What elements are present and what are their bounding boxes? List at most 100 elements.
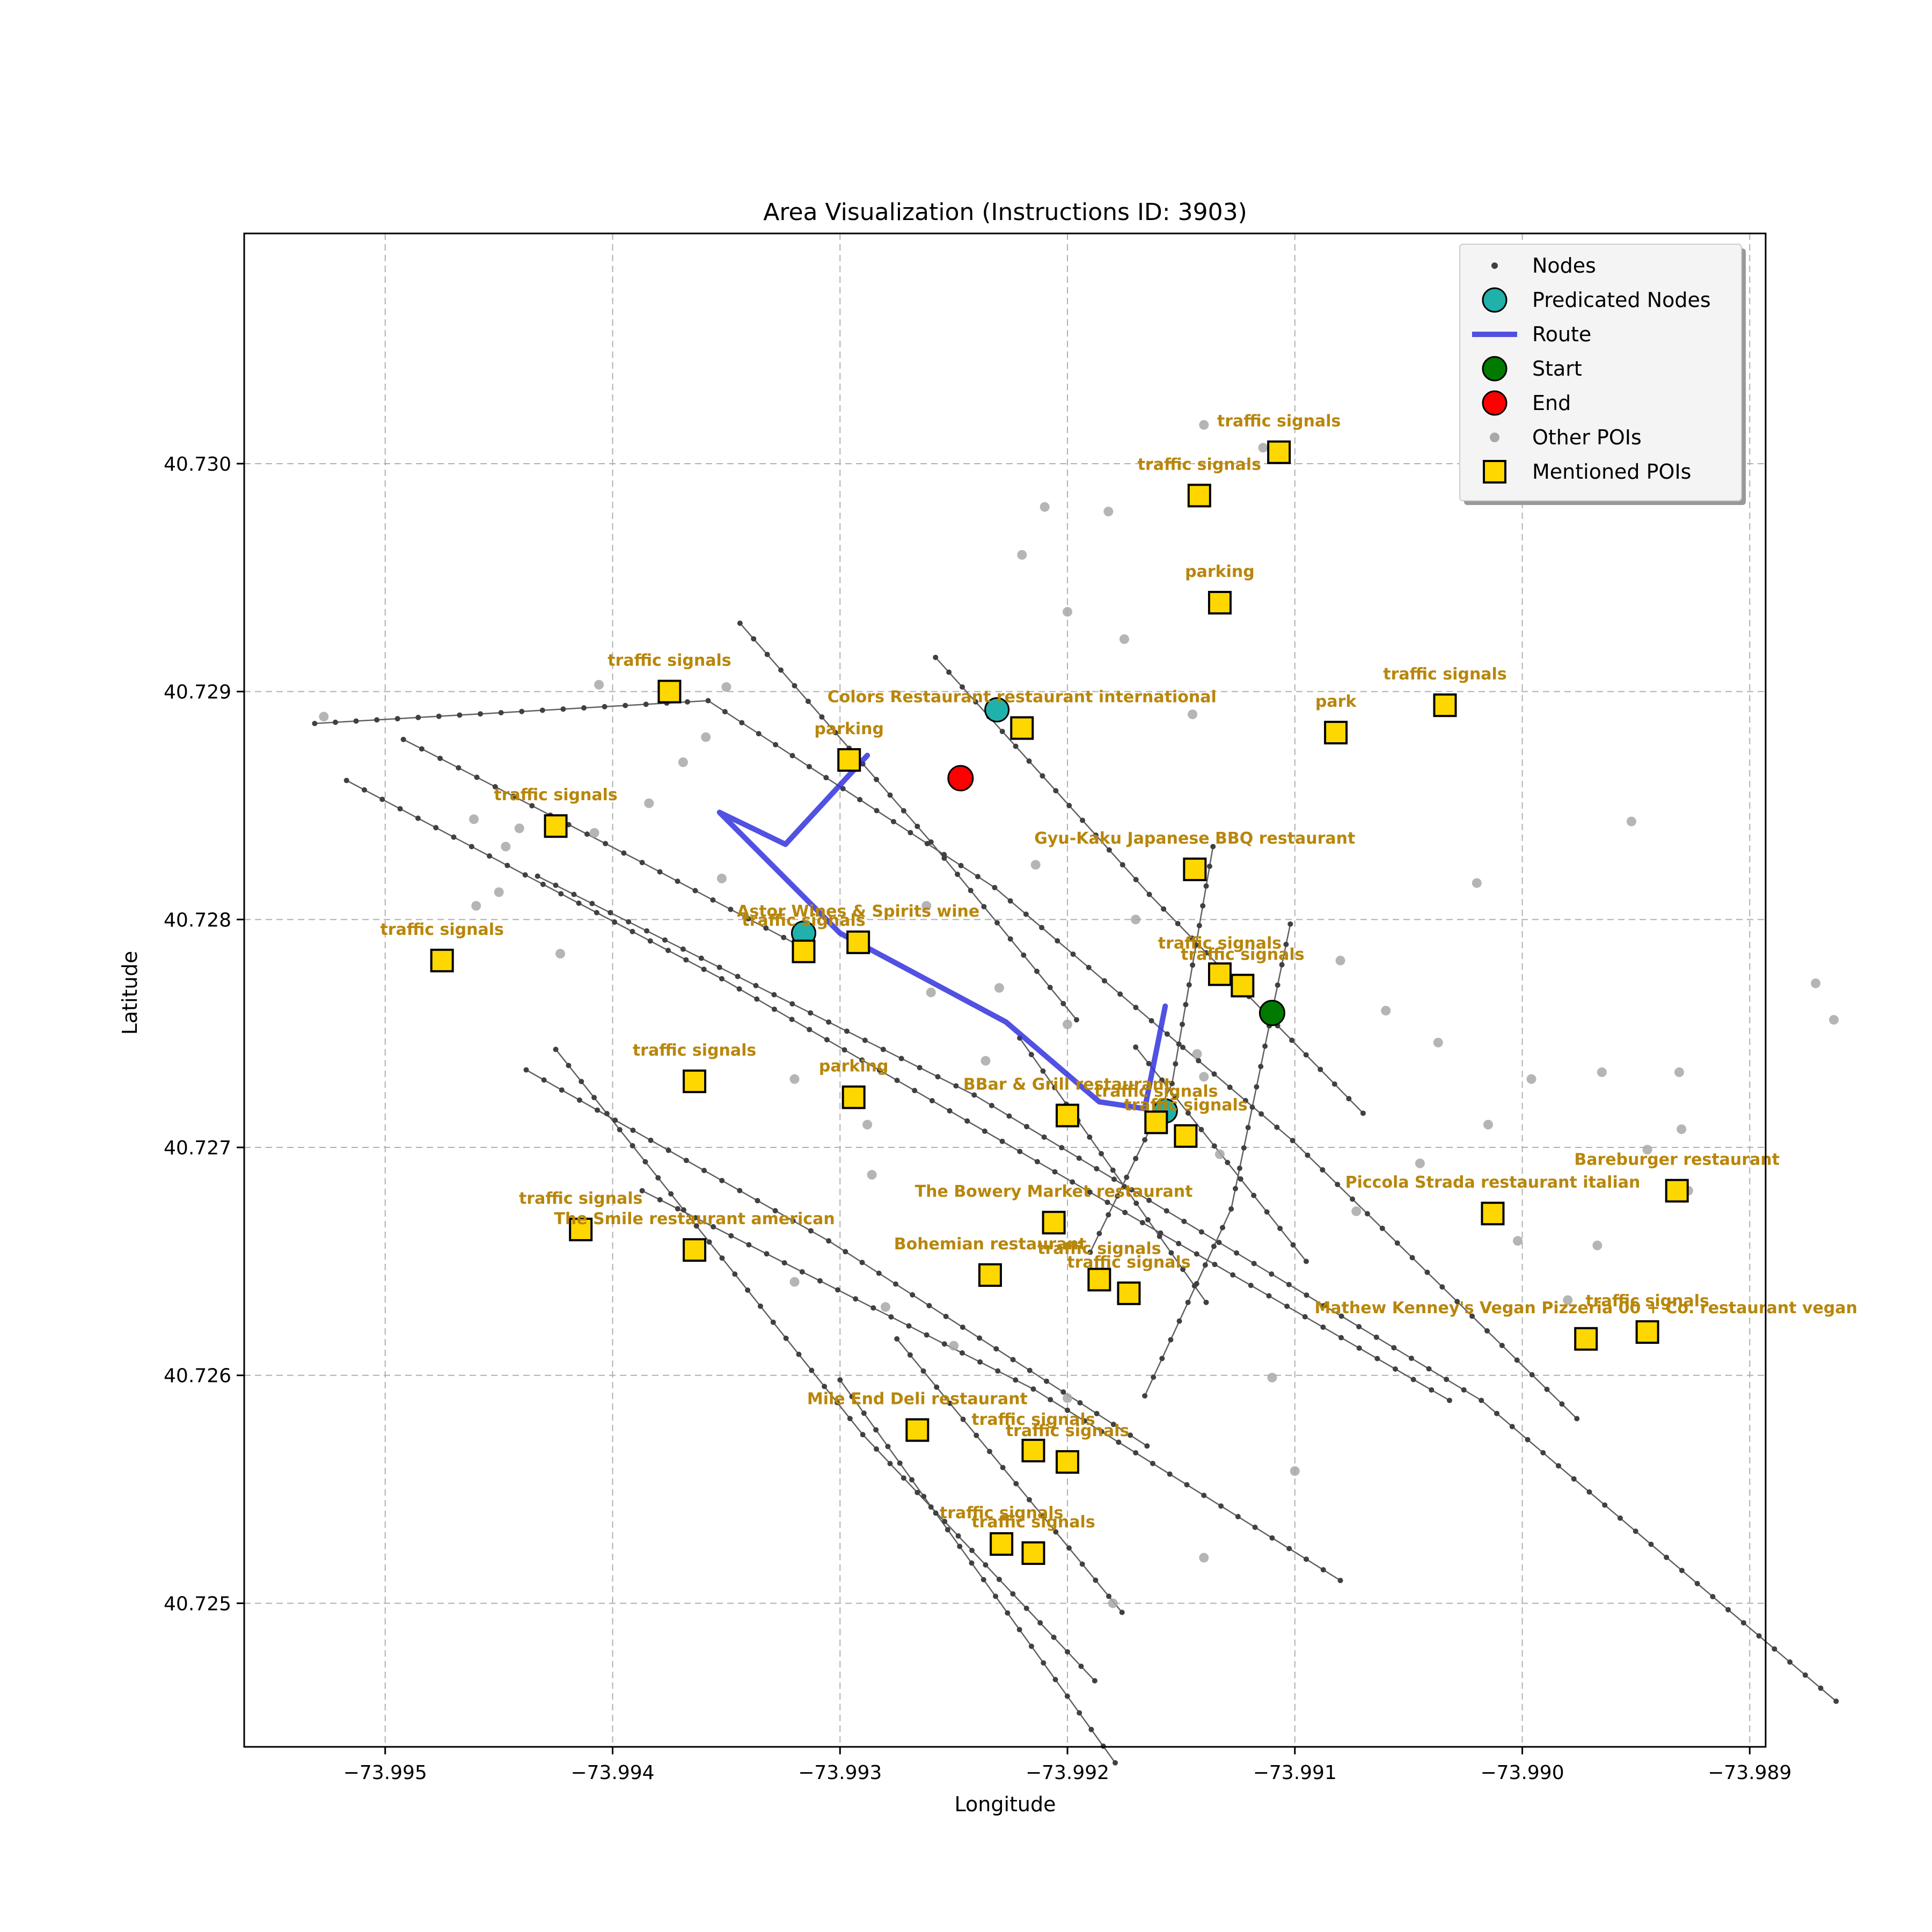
node [457, 712, 463, 718]
node [894, 1336, 900, 1342]
node [415, 815, 421, 821]
node [630, 928, 635, 934]
node [680, 946, 686, 952]
poi-label: Gyu-Kaku Japanese BBQ restaurant [1034, 829, 1355, 848]
node [535, 873, 540, 879]
other-poi [1513, 1236, 1523, 1246]
node [668, 1191, 674, 1197]
other-poi [1597, 1067, 1607, 1077]
other-poi [319, 712, 329, 722]
mentioned-poi [1056, 1450, 1080, 1474]
node [719, 1255, 725, 1261]
node [1039, 925, 1045, 931]
mentioned-poi [1231, 974, 1255, 998]
node [1469, 1313, 1475, 1319]
other-poi [1592, 1240, 1602, 1250]
node [1087, 1249, 1093, 1255]
node [754, 996, 760, 1002]
x-tick-label: −73.995 [343, 1762, 427, 1784]
node [989, 1102, 994, 1108]
node [558, 891, 564, 897]
node [1289, 1037, 1295, 1043]
node [1028, 1051, 1034, 1057]
node [1064, 1693, 1070, 1699]
x-axis-label: Longitude [955, 1792, 1056, 1816]
node [710, 897, 716, 903]
node [487, 853, 493, 859]
node [1454, 1299, 1460, 1305]
node [1040, 1513, 1045, 1519]
node [914, 1490, 920, 1496]
node [1146, 1060, 1152, 1066]
node [1034, 1159, 1040, 1165]
node [1290, 1138, 1296, 1144]
node [737, 1188, 743, 1194]
legend-label: Nodes [1532, 254, 1596, 277]
poi-label: traffic signals [608, 652, 731, 670]
legend-swatch-mentioned-pois [1483, 460, 1506, 484]
node [1099, 1429, 1104, 1435]
node [1356, 1324, 1362, 1330]
node [1279, 962, 1285, 968]
node [764, 652, 770, 657]
other-poi [1103, 507, 1114, 517]
node [1335, 1182, 1341, 1188]
node [1142, 1137, 1148, 1143]
node [874, 777, 880, 782]
node [1216, 1240, 1222, 1246]
node [1026, 1497, 1032, 1503]
node [1409, 1255, 1415, 1261]
node [1076, 1155, 1082, 1161]
node [1037, 1620, 1043, 1626]
legend-swatch-end [1482, 390, 1507, 416]
other-poi [1351, 1206, 1362, 1216]
node [874, 1446, 880, 1452]
node [1041, 1134, 1047, 1140]
node [1047, 984, 1053, 990]
node [1262, 1043, 1268, 1049]
node [1574, 1416, 1580, 1422]
mentioned-poi [978, 1263, 1002, 1287]
poi-label: Piccola Strada restaurant italian [1345, 1173, 1641, 1192]
node [926, 1302, 932, 1308]
node [737, 620, 743, 626]
node [1172, 1094, 1178, 1100]
node [942, 1519, 948, 1525]
node [1394, 1240, 1400, 1246]
node [773, 742, 779, 748]
node [612, 919, 618, 925]
node [1364, 1211, 1370, 1217]
node [680, 1207, 686, 1213]
node [964, 1118, 970, 1124]
other-poi [1188, 709, 1198, 720]
node [719, 976, 724, 982]
x-tick-label: −73.989 [1708, 1762, 1791, 1784]
node [1052, 1085, 1058, 1091]
node [1086, 964, 1092, 970]
node [553, 882, 559, 888]
route-layer [716, 752, 1168, 1111]
node [1393, 1366, 1399, 1372]
node [890, 818, 896, 824]
node [844, 1028, 850, 1034]
node [1133, 1044, 1139, 1050]
node [1000, 1465, 1006, 1470]
poi-label: traffic signals [1585, 1292, 1709, 1311]
node [655, 1175, 661, 1181]
node [753, 983, 759, 989]
node [1303, 1258, 1309, 1264]
street [839, 1379, 1116, 1763]
node [529, 803, 535, 809]
node [928, 1504, 934, 1510]
node [880, 1046, 886, 1052]
poi-label: traffic signals [1094, 1082, 1218, 1101]
poi-label: park [1315, 692, 1357, 711]
node [683, 1158, 689, 1163]
node [808, 1228, 814, 1234]
poi-label: Astor Wines & Spirits wine [737, 902, 979, 921]
node [1099, 1151, 1104, 1157]
other-poi [789, 1277, 800, 1287]
poi-label: Mile End Deli restaurant [807, 1390, 1028, 1409]
poi-label: traffic signals [971, 1410, 1095, 1429]
mentioned-poi [1187, 484, 1211, 508]
